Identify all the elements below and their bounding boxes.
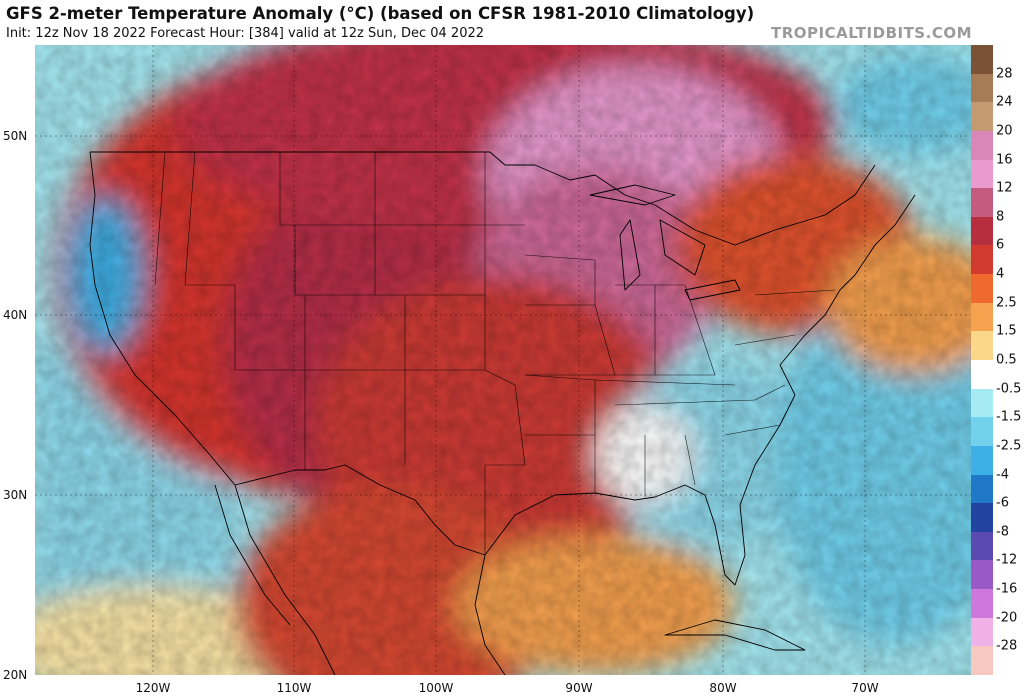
map-title: GFS 2-meter Temperature Anomaly (°C) (ba… xyxy=(6,4,755,23)
lon-label-100w: 100W xyxy=(418,681,454,695)
colorbar-segment xyxy=(971,245,993,275)
colorbar-tick-label: 28 xyxy=(996,66,1013,82)
lat-label-30n: 30N xyxy=(3,488,28,502)
colorbar-tick-label: -6 xyxy=(996,495,1009,511)
run-info: Init: 12z Nov 18 2022 Forecast Hour: [38… xyxy=(6,26,485,41)
colorbar-segment xyxy=(971,388,993,418)
lon-label-110w: 110W xyxy=(276,681,312,695)
site-credit: TROPICALTIDBITS.COM xyxy=(771,24,972,42)
lon-label-70w: 70W xyxy=(851,681,879,695)
colorbar-tick-label: 20 xyxy=(996,123,1013,139)
colorbar-segment xyxy=(971,102,993,132)
lon-label-120w: 120W xyxy=(135,681,171,695)
colorbar-segment xyxy=(971,417,993,447)
colorbar-segment xyxy=(971,445,993,476)
colorbar-tick-label: -4 xyxy=(996,467,1009,483)
colorbar-segment xyxy=(971,274,993,304)
colorbar-segment xyxy=(971,589,993,619)
colorbar-tick-label: 12 xyxy=(996,180,1013,196)
lat-label-50n: 50N xyxy=(3,129,28,143)
lat-label-40n: 40N xyxy=(3,308,28,322)
colorbar-segment xyxy=(971,560,993,590)
colorbar-segment xyxy=(971,474,993,504)
colorbar-segment xyxy=(971,188,993,218)
colorbar-tick-label: -20 xyxy=(996,610,1018,626)
colorbar-tick-label: -0.5 xyxy=(996,381,1022,397)
colorbar-segment xyxy=(971,617,993,647)
colorbar-tick-label: 4 xyxy=(996,266,1005,282)
lon-label-90w: 90W xyxy=(565,681,593,695)
colorbar-segment xyxy=(971,216,993,246)
colorbar-tick-label: -2.5 xyxy=(996,438,1022,454)
colorbar-segment xyxy=(971,159,993,189)
colorbar-tick-label: -1.5 xyxy=(996,409,1022,425)
colorbar-tick-label: 1.5 xyxy=(996,323,1017,339)
colorbar-segment xyxy=(971,302,993,332)
colorbar-segment xyxy=(971,45,993,75)
colorbar-tick-label: -8 xyxy=(996,524,1009,540)
colorbar-segment xyxy=(971,360,993,390)
colorbar-tick-label: 24 xyxy=(996,94,1013,110)
colorbar-segment xyxy=(971,331,993,361)
lon-label-80w: 80W xyxy=(709,681,737,695)
colorbar-tick-label: -12 xyxy=(996,552,1018,568)
colorbar-segment xyxy=(971,503,993,533)
anomaly-field xyxy=(35,45,971,675)
colorbar-tick-label: 6 xyxy=(996,237,1005,253)
colorbar-segment xyxy=(971,73,993,103)
colorbar-tick-label: -28 xyxy=(996,638,1018,654)
colorbar-segment xyxy=(971,646,993,676)
colorbar-tick-label: -16 xyxy=(996,581,1018,597)
colorbar-segment xyxy=(971,130,993,161)
colorbar-tick-label: 0.5 xyxy=(996,352,1017,368)
colorbar-tick-label: 8 xyxy=(996,209,1005,225)
anomaly-map xyxy=(35,45,971,675)
lat-label-20n: 20N xyxy=(3,668,28,682)
colorbar-tick-label: 2.5 xyxy=(996,295,1017,311)
colorbar-tick-label: 16 xyxy=(996,152,1013,168)
colorbar-segment xyxy=(971,531,993,561)
colorbar-legend xyxy=(971,45,993,676)
